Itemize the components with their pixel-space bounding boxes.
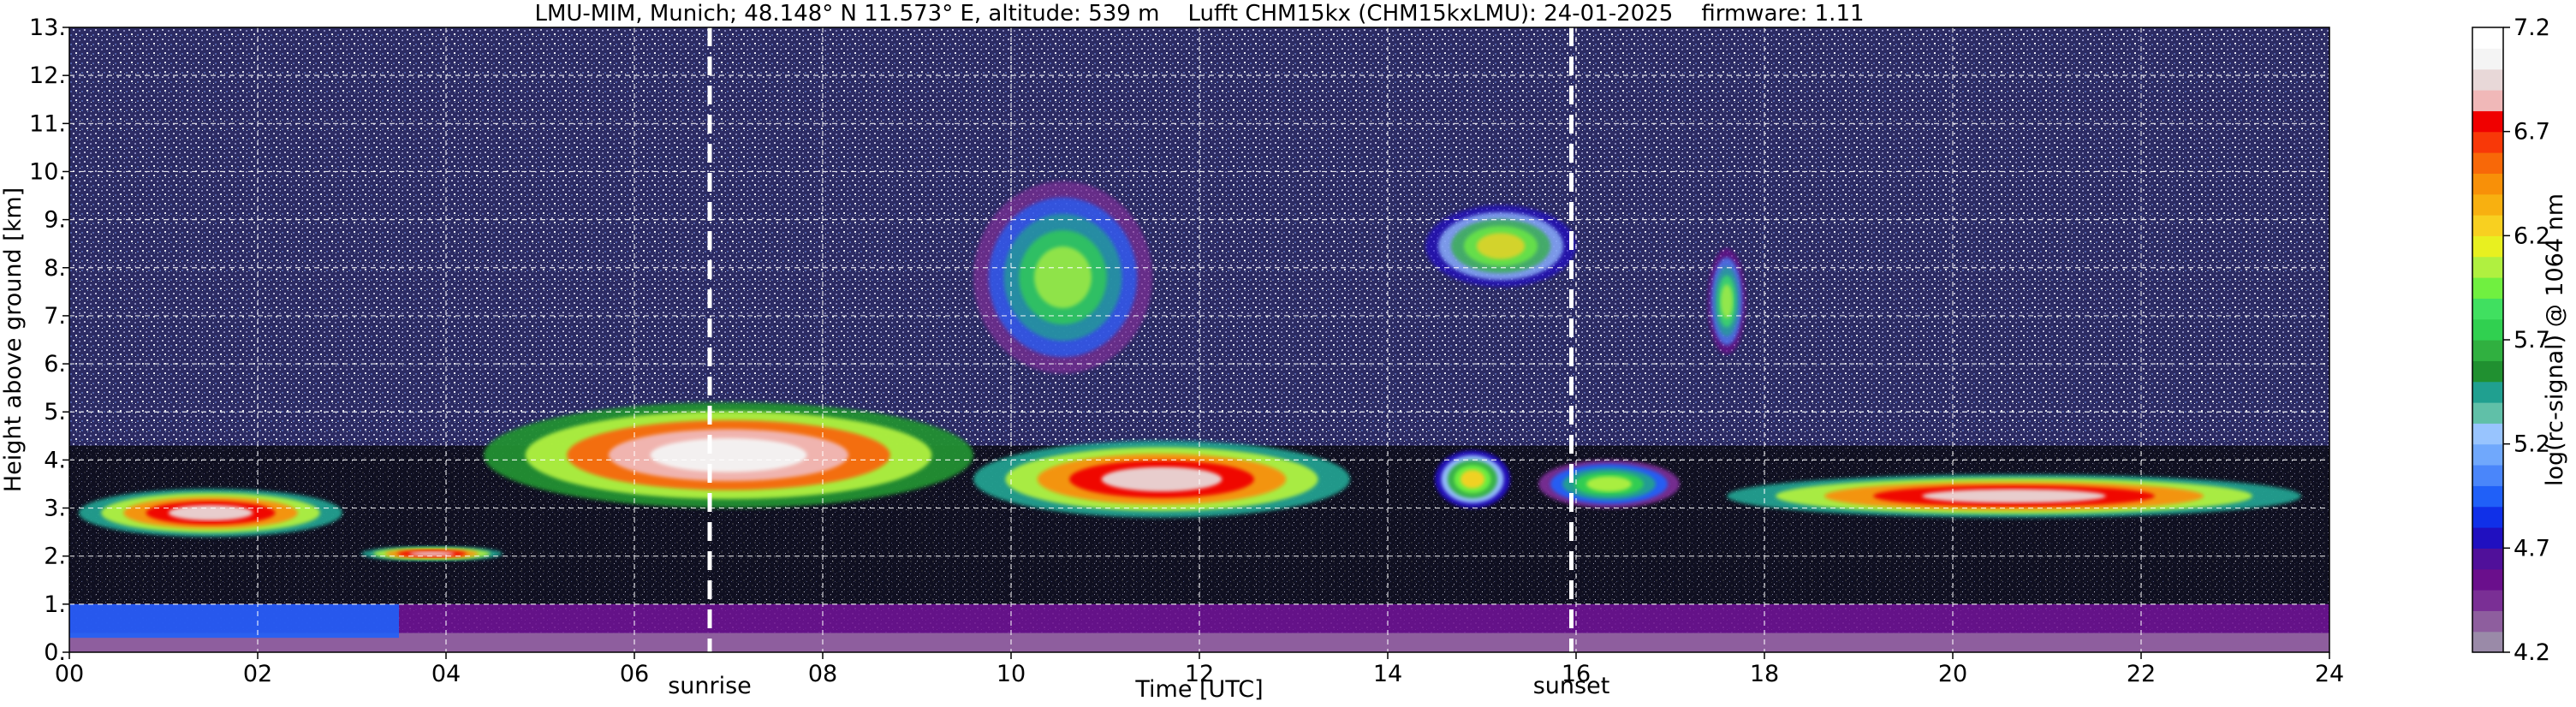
colorbar-segment — [2472, 423, 2503, 445]
colorbar-segment — [2472, 402, 2503, 424]
x-tick-label: 06 — [620, 661, 649, 687]
y-tick-label: 2. — [44, 544, 66, 570]
sun-markers: sunrise sunset — [668, 27, 1609, 699]
colorbar-segment — [2472, 298, 2503, 320]
x-tick-label: 08 — [808, 661, 837, 687]
y-tick-label: 5. — [44, 399, 66, 425]
colorbar-segment — [2472, 68, 2503, 91]
y-tick-label: 9. — [44, 207, 66, 234]
colorbar-segment — [2472, 381, 2503, 403]
colorbar-segment — [2472, 173, 2503, 195]
x-tick-label: 00 — [55, 661, 84, 687]
colorbar-segment — [2472, 131, 2503, 153]
cirrus-feature — [973, 181, 1152, 374]
colorbar-segment — [2472, 318, 2503, 341]
colorbar-segment — [2472, 110, 2503, 133]
feature-shell — [1586, 476, 1632, 492]
cirrus-feature — [1425, 205, 1576, 288]
colorbar-segment — [2472, 152, 2503, 174]
x-tick-label: 24 — [2315, 661, 2344, 687]
y-tick-label: 7. — [44, 303, 66, 330]
x-tick-label: 14 — [1373, 661, 1402, 687]
feature-shell — [409, 551, 455, 556]
colorbar-segment — [2472, 631, 2503, 653]
x-tick-label: 22 — [2127, 661, 2156, 687]
grid — [69, 27, 2329, 652]
colorbar-segment — [2472, 485, 2503, 508]
colorbar-segment — [2472, 610, 2503, 633]
colorbar-tick-label: 5.2 — [2514, 431, 2550, 458]
sunset-label: sunset — [1533, 673, 1610, 699]
feature-shell — [650, 438, 807, 472]
chart-title: LMU-MIM, Munich; 48.148° N 11.573° E, al… — [534, 1, 1864, 27]
colorbar-tick-label: 5.7 — [2514, 327, 2550, 354]
colorbar-label: log(rc-signal) @ 1064 nm — [2542, 193, 2568, 486]
colorbar-segment — [2472, 27, 2503, 49]
cloud-feature — [1435, 450, 1510, 508]
colorbar-segment — [2472, 48, 2503, 70]
y-axis-label: Height above ground [km] — [0, 187, 27, 492]
feature-shell — [1034, 247, 1092, 308]
colorbar-segment — [2472, 568, 2503, 591]
x-tick-label: 18 — [1750, 661, 1779, 687]
colorbar-segment — [2472, 215, 2503, 236]
cloud-feature — [361, 546, 503, 561]
cloud-feature — [973, 440, 1350, 518]
x-axis-label: Time [UTC] — [1134, 676, 1263, 703]
y-tick-label: 0. — [44, 639, 66, 666]
sunrise-label: sunrise — [668, 673, 752, 699]
colorbar-segment — [2472, 506, 2503, 528]
y-tick-label: 4. — [44, 447, 66, 473]
x-tick-label: 04 — [431, 661, 461, 687]
feature-shell — [168, 505, 253, 521]
feature-shell — [1476, 233, 1526, 259]
x-axis-ticks: 00 02 04 06 08 10 12 14 16 18 20 22 24 — [55, 652, 2344, 687]
colorbar-segment — [2472, 235, 2503, 258]
y-tick-label: 8. — [44, 255, 66, 282]
feature-shell — [1922, 489, 2106, 503]
morning-aerosol-layer — [69, 603, 399, 639]
x-tick-label: 10 — [996, 661, 1026, 687]
feature-shell — [1460, 470, 1485, 489]
colorbar-segment — [2472, 360, 2503, 383]
colorbar-segment — [2472, 256, 2503, 278]
colorbar-segment — [2472, 527, 2503, 549]
colorbar-tick-label: 4.2 — [2514, 639, 2550, 666]
cloud-feature — [79, 489, 342, 538]
y-tick-label: 13. — [29, 15, 66, 41]
cloud-feature — [1727, 474, 2301, 518]
y-tick-label: 3. — [44, 496, 66, 522]
colorbar-tick-label: 4.7 — [2514, 535, 2550, 561]
x-tick-label: 02 — [243, 661, 272, 687]
y-tick-label: 12. — [29, 62, 66, 89]
x-tick-label: 12 — [1185, 661, 1214, 687]
colorbar: 4.2 4.7 5.2 5.7 6.2 6.7 7.2 — [2472, 15, 2550, 666]
cloud-feature — [1538, 460, 1680, 508]
y-tick-label: 11. — [29, 110, 66, 137]
colorbar-tick-label: 6.7 — [2514, 119, 2550, 146]
x-tick-label: 16 — [1562, 661, 1591, 687]
x-tick-label: 20 — [1938, 661, 1967, 687]
feature-shell — [1720, 284, 1734, 318]
cloud-feature — [484, 402, 973, 508]
colorbar-segment — [2472, 465, 2503, 486]
y-tick-label: 1. — [44, 591, 66, 618]
cirrus-feature — [1708, 248, 1746, 354]
colorbar-segment — [2472, 443, 2503, 466]
y-tick-label: 6. — [44, 351, 66, 377]
colorbar-segment — [2472, 277, 2503, 299]
colorbar-segment — [2472, 340, 2503, 361]
feature-shell — [1101, 466, 1223, 492]
colorbar-tick-label: 6.2 — [2514, 223, 2550, 249]
y-axis-ticks: 0. 1. 2. 3. 4. 5. 6. 7. 8. 9. 10. 11. 12. 13. — [29, 15, 69, 666]
colorbar-segment — [2472, 548, 2503, 570]
colorbar-segment — [2472, 90, 2503, 111]
colorbar-segment — [2472, 193, 2503, 216]
colorbar-tick-label: 7.2 — [2514, 15, 2550, 41]
y-tick-label: 10. — [29, 158, 66, 185]
colorbar-segment — [2472, 590, 2503, 611]
